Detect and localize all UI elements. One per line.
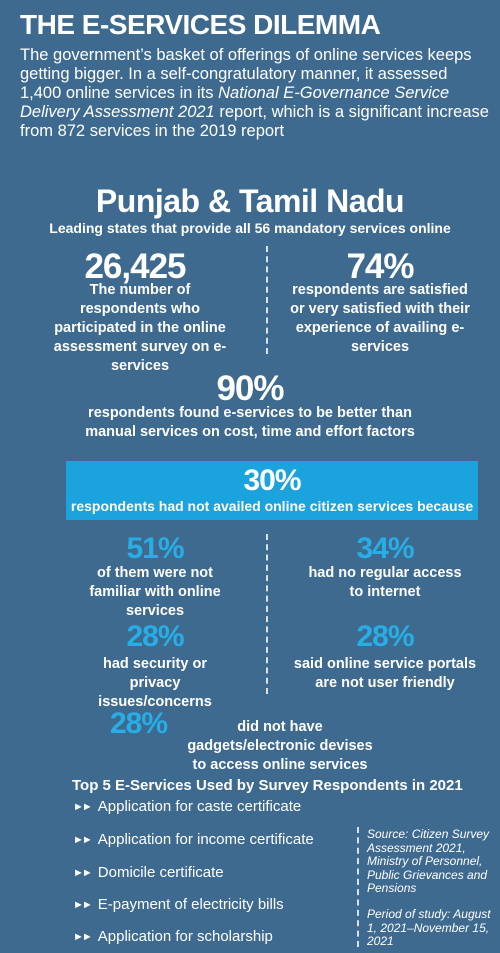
double-arrow-icon: ►► (73, 931, 93, 943)
not-availed-percent: 30% (243, 464, 301, 497)
divider-reasons (266, 534, 268, 694)
report-name: National E-Governance Service Delivery A… (20, 84, 450, 121)
reason-unfamiliar-text: of them were not familiar with online se… (89, 565, 221, 619)
intro-text-1: The government’s basket of offerings of … (20, 46, 472, 102)
respondents-count: 26,425 (84, 247, 186, 286)
better-text: respondents found e-services to be bette… (85, 405, 415, 440)
list-item: ►► Application for caste certificate (73, 798, 301, 816)
list-item: ►► Domicile certificate (73, 864, 224, 882)
intro-paragraph: The government’s basket of offerings of … (20, 46, 490, 141)
leading-states-caption: Leading states that provide all 56 manda… (49, 220, 451, 236)
list-item-label: Application for scholarship (97, 928, 273, 945)
double-arrow-icon: ►► (73, 867, 93, 879)
double-arrow-icon: ►► (73, 834, 93, 846)
reason-gadgets-percent: 28% (110, 707, 168, 740)
leading-states-headline: Punjab & Tamil Nadu (95, 183, 405, 219)
reason-portals-text: said online service portals are not user… (293, 656, 477, 691)
list-item: ►► Application for income certificate (73, 831, 314, 849)
reason-security-text: had security or privacy issues/concerns (98, 656, 212, 710)
list-item: ►► Application for scholarship (73, 928, 273, 946)
not-availed-text: respondents had not availed online citiz… (70, 498, 474, 514)
top5-heading: Top 5 E-Services Used by Survey Responde… (72, 777, 463, 794)
double-arrow-icon: ►► (73, 801, 93, 813)
list-item-label: Application for caste certificate (97, 798, 302, 815)
reason-no-internet-text: had no regular access to internet (308, 565, 462, 600)
intro-text-2: report, which is a significant increase … (20, 103, 489, 140)
list-item-label: Domicile certificate (97, 864, 224, 881)
list-item-label: E-payment of electricity bills (97, 896, 284, 913)
double-arrow-icon: ►► (73, 899, 93, 911)
list-item: ►► E-payment of electricity bills (73, 896, 284, 914)
divider-row1 (266, 246, 268, 354)
divider-source (357, 827, 359, 947)
source-note: Source: Citizen Survey Assessment 2021, … (367, 827, 490, 895)
reason-security-percent: 28% (126, 620, 184, 653)
satisfied-text: respondents are satisfied or very satisf… (290, 282, 470, 355)
study-period: Period of study: August 1, 2021–November… (367, 907, 491, 948)
respondents-count-text: The number of respondents who participat… (53, 282, 227, 374)
reason-unfamiliar-percent: 51% (126, 532, 184, 565)
reason-portals-percent: 28% (356, 620, 414, 653)
list-item-label: Application for income certificate (97, 831, 314, 848)
page-title: THE E-SERVICES DILEMMA (20, 9, 381, 40)
reason-gadgets-text: did not have gadgets/electronic devises … (187, 719, 373, 773)
not-availed-banner: 30% respondents had not availed online c… (66, 461, 478, 520)
reason-no-internet-percent: 34% (356, 532, 414, 565)
better-percent: 90% (216, 369, 284, 408)
satisfied-percent: 74% (346, 247, 414, 286)
